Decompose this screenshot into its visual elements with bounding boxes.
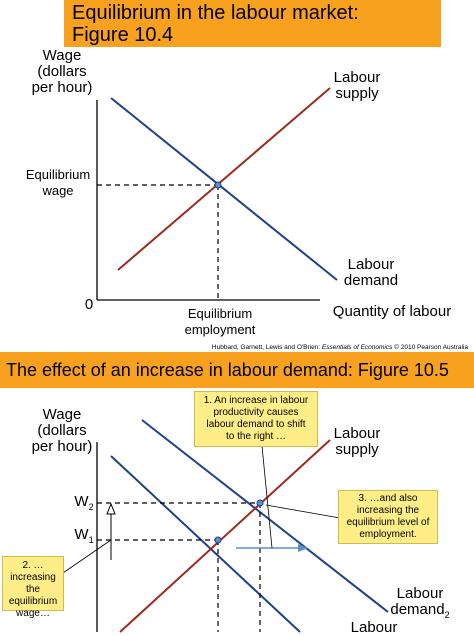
figure2-demand1-label: Labour (350, 619, 398, 636)
eq-wage-line: wage (42, 183, 74, 198)
figure1-supply-label: Labour supply (322, 70, 392, 102)
supply2-label-line: supply (335, 441, 379, 458)
note1-line: to the right … (225, 431, 287, 442)
note-employment-increase: 3. …and also increasing the equilibrium … (338, 490, 438, 544)
w1-sub: 1 (88, 535, 94, 545)
figure1-credit: Hubbard, Garnett, Lewis and O'Brien: Ess… (212, 344, 468, 351)
y2-label-line: (dollars (37, 422, 87, 439)
y-label-line: Wage (42, 47, 82, 64)
note2-pointer (59, 539, 112, 576)
y-label-line: per hour) (31, 79, 93, 96)
figure1-title: Equilibrium in the labour market: Figure… (64, 0, 441, 47)
w2-sub: 2 (88, 502, 94, 512)
figure1-title-line2: Figure 10.4 (72, 24, 174, 46)
credit-title: Essentials of Economics (321, 344, 393, 351)
note1-line: 1. An increase in labour (203, 395, 309, 406)
y2-label-line: per hour) (31, 438, 93, 455)
figure1-supply-curve (117, 87, 331, 271)
supply2-label-line: Labour (333, 425, 381, 442)
credit-suffix: © 2010 Pearson Australia (392, 344, 468, 351)
figure2-w2-label: W2 (72, 494, 96, 515)
figure1-equilibrium-wage-label: Equilibrium wage (18, 167, 98, 199)
figure1-x-axis-label: Quantity of labour (332, 303, 452, 320)
figure1-y-axis-label: Wage (dollars per hour) (24, 48, 100, 96)
supply-label-line: Labour (333, 69, 381, 86)
figure2-w1-label: W1 (72, 527, 96, 548)
note-wage-increase: 2. …increasing the equilibrium wage… (2, 556, 64, 619)
demand-label-line: Labour (347, 256, 395, 273)
eq-emp-line: employment (184, 322, 256, 337)
figure2-supply-curve (119, 439, 331, 633)
figure2-supply-label: Labour supply (322, 426, 392, 458)
note3-line: equilibrium level of (346, 517, 430, 528)
figure1-demand-label: Labour demand (336, 257, 406, 289)
figure1-equilibrium-employment-label: Equilibrium employment (170, 306, 270, 338)
note1-line: productivity causes (213, 407, 299, 418)
note3-line: increasing the (356, 505, 420, 516)
figure2-equilibrium2-point (256, 499, 264, 507)
w2-base: W (74, 493, 89, 510)
note1-line: labour demand to shift (206, 419, 306, 430)
supply-label-line: supply (335, 85, 379, 102)
note2-line: 2. …increasing (10, 560, 56, 583)
note2-line: wage… (16, 608, 50, 619)
figure2-equilibrium1-point (214, 536, 222, 544)
figure2-demand2-label: Labour demand2 (380, 586, 460, 623)
figure1-equilibrium-point (214, 181, 222, 189)
eq-emp-line: Equilibrium (187, 306, 253, 321)
figure2-shift-arrow-head (298, 544, 308, 552)
note3-line: employment. (359, 529, 417, 540)
demand2-sub: 2 (444, 610, 450, 620)
demand-label-line: demand (343, 272, 399, 289)
figure2-title: The effect of an increase in labour dema… (0, 352, 474, 388)
note-demand-shift: 1. An increase in labour productivity ca… (194, 391, 318, 447)
figure2-demand2-curve (141, 419, 389, 613)
y-label-line: (dollars (37, 63, 87, 80)
note3-pointer (265, 504, 341, 519)
note1-pointer (261, 445, 273, 549)
y2-label-line: Wage (42, 406, 82, 423)
figure1-demand-curve (110, 97, 338, 281)
demand2-base: demand (390, 601, 445, 618)
demand2-label-line: Labour (396, 585, 444, 602)
demand2-label-line: demand2 (380, 602, 460, 623)
figure1-diagram (96, 87, 338, 301)
figure1-origin-label: 0 (84, 296, 94, 313)
figure2-wage-arrow-head (106, 502, 116, 515)
note3-line: 3. …and also (358, 493, 418, 504)
figure1-title-line1: Equilibrium in the labour market: (72, 2, 359, 24)
credit-prefix: Hubbard, Garnett, Lewis and O'Brien: (211, 344, 322, 351)
figure2-demand1-curve (110, 455, 301, 633)
note2-line: the equilibrium (8, 584, 58, 607)
figure2-y-axis-label: Wage (dollars per hour) (24, 407, 100, 455)
eq-wage-line: Equilibrium (25, 167, 91, 182)
w1-base: W (74, 526, 89, 543)
